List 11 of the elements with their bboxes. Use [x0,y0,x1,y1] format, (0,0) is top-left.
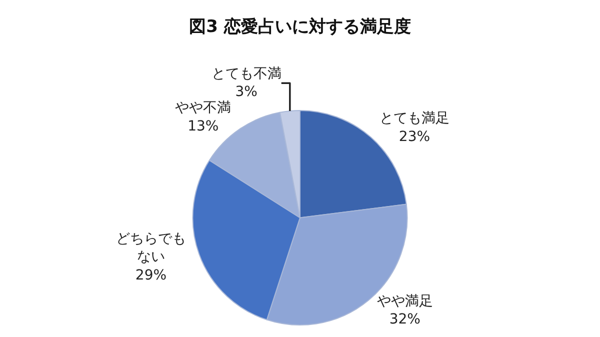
data-label: 32% [389,312,420,328]
chart-title: 図3 恋愛占いに対する満足度 [189,17,411,38]
data-label: 3% [235,84,258,100]
slice-label: やや満足 [376,293,433,310]
slice-label: とても不満 [211,66,282,82]
slice-label: とても満足 [379,110,450,127]
data-label: 29% [135,267,167,284]
slice-label: やや不満 [175,100,232,116]
data-label: 13% [188,118,219,134]
data-label: 23% [398,128,430,145]
slice-label: どちらでもない [116,230,186,266]
